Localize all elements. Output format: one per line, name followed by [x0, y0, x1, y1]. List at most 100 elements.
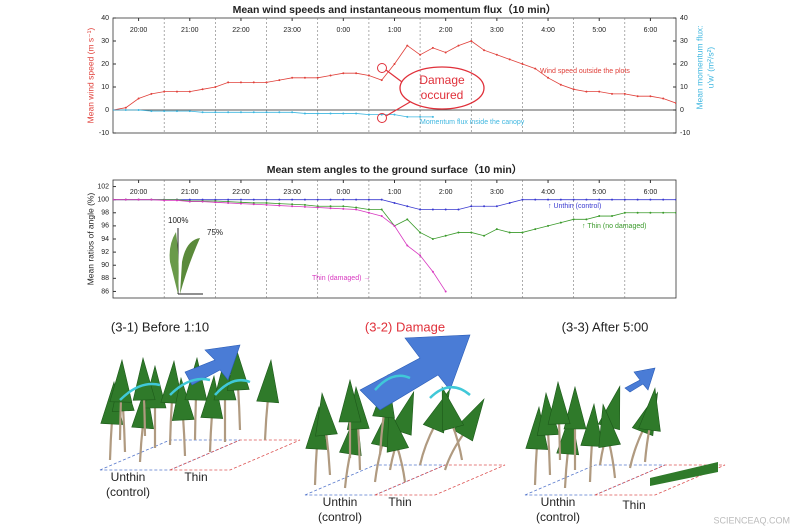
data-point: [342, 72, 345, 75]
data-point: [675, 211, 676, 214]
stem-icon: [169, 228, 203, 295]
data-point: [175, 90, 178, 93]
data-point: [547, 198, 550, 201]
x-tick-label: 23:00: [283, 189, 301, 196]
data-point: [342, 207, 345, 210]
y-axis-label: Mean wind speed (m s⁻¹): [85, 28, 95, 124]
data-point: [227, 81, 230, 84]
data-point: [252, 203, 255, 206]
series-line: [113, 40, 676, 111]
series-label: Momentum flux inside the canopy: [420, 119, 525, 126]
data-point: [470, 231, 473, 234]
data-point: [611, 198, 614, 201]
data-point: [214, 201, 217, 204]
data-point: [431, 115, 434, 118]
data-point: [611, 92, 614, 95]
data-point: [137, 97, 140, 100]
data-point: [419, 53, 422, 56]
data-point: [201, 200, 204, 203]
data-point: [508, 58, 511, 61]
y-tick-label: 30: [101, 38, 109, 45]
data-point: [137, 109, 140, 111]
plot-label: Unthin: [111, 470, 146, 484]
data-point: [406, 44, 409, 47]
data-point: [329, 207, 332, 210]
trunk: [168, 398, 174, 446]
series-label: ↑ Unthin (control): [548, 203, 601, 210]
x-tick-label: 3:00: [490, 189, 504, 196]
chart: Mean stem angles to the ground surface（1…: [85, 163, 677, 299]
trunk: [121, 406, 127, 453]
trunk: [546, 430, 552, 476]
data-point: [316, 76, 319, 79]
trunk: [181, 415, 187, 457]
data-point: [252, 81, 255, 84]
data-point: [495, 228, 498, 231]
plot-outline: [374, 464, 506, 496]
data-point: [406, 244, 409, 247]
trunk: [607, 441, 617, 479]
gust-arrow: [374, 374, 411, 391]
data-point: [291, 198, 294, 201]
data-point: [598, 215, 601, 218]
y-tick-label: 94: [101, 236, 109, 243]
data-point: [406, 218, 409, 221]
data-point: [303, 112, 306, 115]
data-point: [431, 270, 434, 273]
data-point: [265, 201, 268, 204]
x-tick-label: 22:00: [232, 27, 250, 34]
data-point: [636, 211, 639, 214]
plot-label: Unthin: [323, 495, 358, 509]
data-point: [636, 95, 639, 98]
damage-ellipse: [399, 66, 485, 110]
trunk: [138, 423, 145, 463]
crown: [386, 407, 410, 453]
data-point: [227, 198, 230, 201]
data-point: [495, 205, 498, 208]
y2-tick-label: 40: [680, 15, 688, 22]
trunk: [533, 444, 539, 486]
data-point: [124, 109, 127, 111]
y-tick-label: 102: [97, 183, 109, 190]
trunk: [142, 395, 147, 437]
x-tick-label: 20:00: [130, 189, 148, 196]
data-point: [380, 198, 383, 201]
trunk: [236, 385, 242, 431]
data-point: [316, 112, 319, 115]
crown: [580, 402, 604, 447]
x-tick-label: 6:00: [644, 27, 658, 34]
panel-title: (3-3) After 5:00: [562, 319, 649, 334]
trunk: [356, 424, 362, 471]
x-tick-label: 21:00: [181, 27, 199, 34]
data-point: [188, 90, 191, 93]
trunk: [108, 419, 114, 461]
data-point: [278, 204, 281, 207]
chart-title: Mean stem angles to the ground surface（1…: [267, 163, 523, 176]
trunk: [588, 441, 594, 483]
trunk: [193, 395, 198, 441]
annotation: Damage: [419, 73, 465, 87]
data-point: [380, 208, 383, 211]
data-point: [291, 205, 294, 208]
crown: [638, 387, 661, 432]
data-point: [175, 110, 178, 113]
series-line: [113, 199, 447, 292]
data-point: [227, 201, 230, 204]
data-point: [457, 44, 460, 47]
data-point: [534, 67, 537, 70]
data-point: [124, 106, 127, 109]
plot-label: Thin: [388, 495, 411, 509]
arrow: [385, 101, 411, 117]
x-tick-label: 23:00: [283, 27, 301, 34]
data-point: [419, 115, 422, 118]
data-point: [291, 111, 294, 114]
data-point: [303, 205, 306, 208]
data-point: [598, 198, 601, 201]
crown: [441, 386, 465, 432]
plot-label: (control): [318, 510, 362, 524]
data-point: [329, 198, 332, 201]
crown: [452, 398, 485, 442]
data-point: [291, 76, 294, 79]
trunk: [373, 441, 385, 483]
data-point: [431, 46, 434, 49]
